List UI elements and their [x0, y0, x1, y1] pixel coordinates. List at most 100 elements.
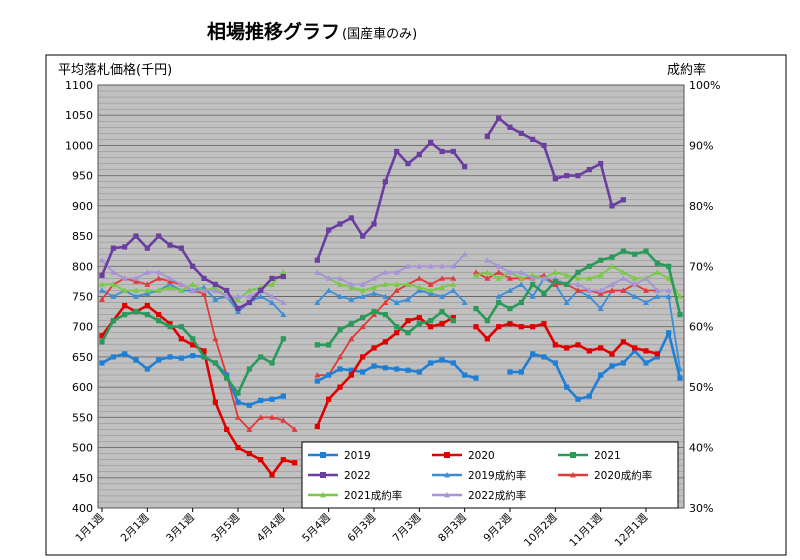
y-tick-label: 450	[72, 472, 93, 485]
data-point-2021	[133, 309, 139, 315]
data-point-2020	[654, 351, 660, 357]
data-point-2019	[416, 369, 422, 375]
data-point-2021	[337, 327, 343, 333]
data-point-2020	[144, 302, 150, 309]
data-point-2019	[439, 357, 445, 363]
y-axis-title: 平均落札価格(千円)	[58, 62, 172, 78]
data-point-2019-rate	[382, 293, 389, 299]
y-tick-label: 1000	[65, 139, 93, 152]
data-point-2021-rate	[484, 269, 491, 275]
data-point-2020-rate	[280, 417, 287, 423]
y-tick-label: 800	[72, 260, 93, 273]
y2-tick-label: 50%	[689, 381, 713, 394]
data-point-2019	[326, 372, 332, 378]
data-point-2022	[428, 139, 434, 146]
y-tick-label: 550	[72, 411, 93, 424]
data-point-2019-rate	[133, 293, 139, 299]
data-point-2021	[609, 254, 615, 260]
data-point-2019	[632, 348, 638, 354]
data-point-2021-rate	[518, 275, 525, 281]
data-point-2019	[371, 363, 377, 369]
data-point-2019-rate	[201, 284, 207, 290]
data-point-2019-rate	[314, 299, 321, 305]
data-point-2020-rate	[427, 281, 434, 287]
series-2021	[99, 248, 683, 396]
data-point-2022-rate	[371, 275, 377, 281]
data-point-2020	[360, 354, 366, 360]
data-point-2019-rate	[507, 287, 513, 293]
data-point-2022-rate	[280, 299, 287, 305]
data-point-2021-rate	[110, 281, 117, 287]
data-point-2020-rate	[393, 287, 400, 293]
data-point-2019-rate	[631, 293, 638, 299]
data-point-2020	[246, 451, 252, 457]
data-point-2019-rate	[563, 299, 570, 305]
data-point-2019-rate	[439, 293, 445, 299]
data-point-2022-rate	[575, 281, 581, 287]
data-point-2021	[190, 336, 196, 342]
data-point-2022	[552, 176, 558, 182]
data-point-2022	[382, 179, 388, 185]
legend-label: 2022成約率	[468, 489, 526, 502]
data-point-2022	[620, 197, 626, 203]
data-point-2021-rate	[586, 275, 593, 281]
data-point-2019-rate	[461, 299, 468, 305]
data-point-2021	[156, 318, 162, 324]
data-point-2019	[518, 369, 524, 375]
data-point-2020-rate	[484, 275, 491, 281]
data-point-2022	[178, 245, 184, 251]
data-point-2021-rate	[631, 275, 638, 281]
data-point-2019	[178, 355, 184, 361]
data-point-2022-rate	[212, 287, 219, 293]
data-point-2020-rate	[643, 287, 649, 293]
y-tick-label: 600	[72, 381, 93, 394]
data-point-2019-rate	[212, 296, 219, 302]
data-point-2022-rate	[620, 275, 627, 281]
data-point-2021-rate	[609, 263, 615, 269]
data-point-2019	[428, 360, 434, 366]
data-point-2020-rate	[133, 278, 139, 284]
data-point-2019-rate	[416, 287, 423, 293]
data-point-2021-rate	[654, 269, 661, 275]
data-point-2019-rate	[586, 293, 593, 299]
data-point-2022	[167, 242, 173, 248]
data-point-2022-rate	[235, 293, 241, 299]
data-point-2022	[235, 305, 241, 312]
data-point-2021-rate	[473, 272, 479, 278]
data-point-2022	[439, 148, 445, 155]
data-point-2019	[666, 330, 672, 336]
data-point-2022	[496, 115, 502, 121]
data-point-2022	[337, 221, 343, 227]
data-point-2020	[586, 348, 592, 354]
data-point-2022	[314, 257, 320, 263]
data-point-2020-rate	[609, 287, 615, 293]
legend-label: 2020	[468, 450, 495, 462]
data-point-2019	[224, 372, 230, 378]
data-point-2020	[178, 336, 184, 342]
data-point-2021	[280, 336, 286, 342]
legend-item: 2021	[558, 450, 621, 462]
data-point-2021-rate	[439, 284, 445, 290]
data-point-2019	[337, 366, 343, 372]
data-point-2022-rate	[484, 257, 491, 263]
data-point-2019-rate	[269, 299, 275, 305]
data-point-2019	[507, 369, 513, 375]
data-point-2019-rate	[110, 293, 117, 299]
data-point-2021	[348, 321, 354, 327]
y2-tick-label: 30%	[689, 502, 713, 515]
data-point-2020-rate	[257, 414, 264, 420]
data-point-2021	[620, 248, 626, 254]
data-point-2021	[632, 251, 638, 257]
data-point-2020	[473, 324, 479, 330]
legend-label: 2021成約率	[344, 489, 402, 502]
data-point-2020	[314, 423, 320, 430]
data-point-2021-rate	[529, 272, 536, 278]
data-point-2019-rate	[167, 281, 173, 287]
data-point-2019-rate	[654, 293, 661, 299]
data-point-2020	[201, 348, 207, 354]
y-tick-label: 750	[72, 291, 93, 304]
y2-tick-label: 40%	[689, 442, 713, 455]
data-point-2021-rate	[405, 281, 411, 287]
data-point-2020	[269, 472, 275, 478]
data-point-2019	[144, 366, 150, 372]
